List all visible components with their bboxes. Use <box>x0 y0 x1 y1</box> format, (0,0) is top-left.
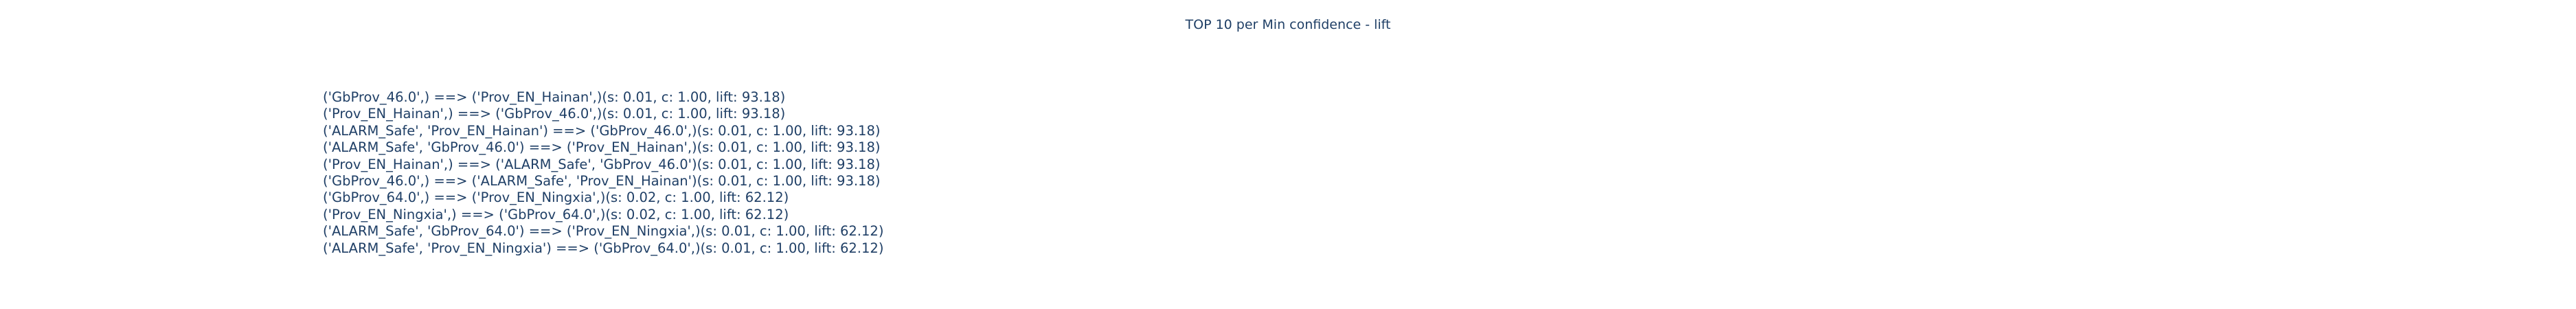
rule-line: ('ALARM_Safe', 'GbProv_46.0') ==> ('Prov… <box>323 139 881 156</box>
rule-line: ('Prov_EN_Hainan',) ==> ('ALARM_Safe', '… <box>323 156 881 172</box>
rule-line: ('Prov_EN_Hainan',) ==> ('GbProv_46.0',)… <box>323 106 786 122</box>
rule-line: ('ALARM_Safe', 'GbProv_64.0') ==> ('Prov… <box>323 223 884 240</box>
rule-line: ('ALARM_Safe', 'Prov_EN_Hainan') ==> ('G… <box>323 122 881 139</box>
rule-line: ('GbProv_46.0',) ==> ('ALARM_Safe', 'Pro… <box>323 172 881 189</box>
rule-line: ('GbProv_46.0',) ==> ('Prov_EN_Hainan',)… <box>323 89 786 105</box>
rule-line: ('Prov_EN_Ningxia',) ==> ('GbProv_64.0',… <box>323 206 789 222</box>
rule-line: ('ALARM_Safe', 'Prov_EN_Ningxia') ==> ('… <box>323 240 884 256</box>
rules-list: ('GbProv_46.0',) ==> ('Prov_EN_Hainan',)… <box>323 89 883 257</box>
rule-line: ('GbProv_64.0',) ==> ('Prov_EN_Ningxia',… <box>323 190 789 206</box>
chart-title: TOP 10 per Min confidence - lift <box>1185 17 1391 32</box>
